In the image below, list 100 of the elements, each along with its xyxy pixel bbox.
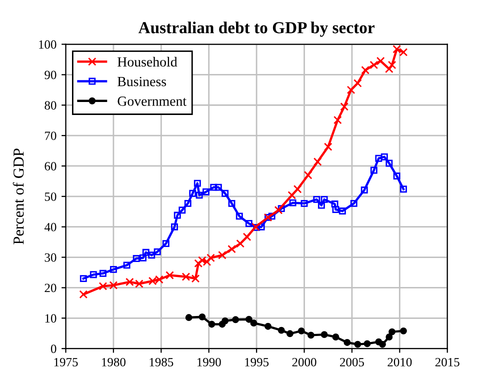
point bbox=[154, 248, 161, 256]
point bbox=[178, 206, 186, 214]
point bbox=[318, 202, 325, 209]
point bbox=[185, 314, 192, 321]
legend-label: Government bbox=[118, 96, 186, 106]
y-tick-label: 90 bbox=[44, 70, 56, 80]
point bbox=[132, 255, 140, 262]
point bbox=[174, 212, 181, 219]
x-tick-label: 2005 bbox=[340, 358, 364, 366]
point bbox=[293, 184, 302, 194]
x-tick-label: 1980 bbox=[102, 358, 126, 366]
y-tick-label: 50 bbox=[44, 192, 56, 201]
point bbox=[184, 200, 192, 207]
point bbox=[370, 60, 378, 70]
point bbox=[344, 339, 351, 346]
point bbox=[320, 331, 328, 338]
point bbox=[245, 316, 252, 323]
point bbox=[99, 270, 106, 277]
point bbox=[258, 223, 265, 230]
y-axis-title: Percent of GDP bbox=[12, 148, 24, 244]
point bbox=[109, 281, 118, 290]
point bbox=[400, 186, 407, 193]
point bbox=[222, 317, 229, 324]
point bbox=[286, 330, 294, 338]
point bbox=[331, 200, 338, 208]
point bbox=[385, 64, 394, 74]
point bbox=[360, 186, 368, 194]
point bbox=[214, 184, 222, 191]
point bbox=[278, 326, 285, 334]
point bbox=[245, 220, 252, 227]
point bbox=[171, 223, 178, 230]
y-tick-label: 10 bbox=[45, 314, 56, 323]
point bbox=[338, 208, 346, 214]
chart-title: Australian debt to GDP by sector bbox=[138, 22, 374, 37]
point bbox=[379, 340, 386, 348]
point bbox=[222, 190, 229, 197]
point bbox=[361, 66, 370, 74]
point bbox=[298, 327, 305, 334]
x-tick-label: 2000 bbox=[292, 358, 316, 366]
x-tick-label: 1995 bbox=[245, 358, 269, 366]
point bbox=[250, 320, 258, 326]
point bbox=[364, 340, 371, 348]
point bbox=[210, 184, 218, 191]
point bbox=[332, 334, 340, 340]
point bbox=[268, 212, 276, 220]
point bbox=[370, 166, 378, 174]
point bbox=[313, 158, 322, 166]
point bbox=[340, 102, 348, 111]
x-tick-label: 1985 bbox=[150, 358, 174, 366]
point bbox=[354, 79, 362, 88]
point bbox=[236, 212, 243, 220]
point bbox=[189, 190, 196, 197]
point bbox=[393, 172, 400, 180]
x-tick-label: 1990 bbox=[197, 358, 221, 366]
y-tick-label: 40 bbox=[44, 222, 56, 232]
point bbox=[80, 275, 87, 282]
point bbox=[324, 142, 332, 151]
y-tick-label: 60 bbox=[44, 162, 56, 170]
point bbox=[388, 328, 396, 336]
point bbox=[208, 320, 216, 328]
point bbox=[218, 250, 226, 260]
point bbox=[307, 332, 314, 339]
point bbox=[90, 271, 97, 278]
legend-label: Household bbox=[118, 56, 178, 67]
point bbox=[202, 188, 210, 196]
point bbox=[198, 313, 206, 320]
point bbox=[196, 192, 203, 199]
legend-label: Business bbox=[118, 76, 166, 86]
point bbox=[304, 170, 312, 180]
point bbox=[194, 180, 201, 187]
point bbox=[98, 282, 108, 290]
point bbox=[166, 271, 174, 280]
point bbox=[350, 200, 358, 207]
point bbox=[300, 200, 308, 207]
point bbox=[236, 239, 245, 248]
y-tick-label: 80 bbox=[44, 101, 56, 110]
x-tick-label: 2010 bbox=[388, 358, 412, 366]
point bbox=[110, 266, 117, 273]
x-tick-label: 2015 bbox=[435, 358, 460, 366]
point bbox=[232, 316, 240, 324]
x-tick-label: 1975 bbox=[54, 358, 78, 366]
point bbox=[354, 340, 362, 348]
point bbox=[400, 327, 407, 334]
point bbox=[278, 205, 285, 212]
point bbox=[228, 200, 236, 207]
y-tick-label: 70 bbox=[45, 132, 56, 140]
point bbox=[274, 206, 283, 214]
y-tick-label: 20 bbox=[44, 284, 56, 292]
point bbox=[142, 248, 150, 256]
point bbox=[148, 252, 156, 259]
point bbox=[332, 206, 340, 213]
point bbox=[376, 56, 385, 66]
point bbox=[288, 191, 296, 200]
point bbox=[162, 240, 170, 248]
point bbox=[375, 154, 382, 162]
y-tick-label: 30 bbox=[44, 253, 56, 262]
point bbox=[123, 262, 130, 269]
point bbox=[380, 153, 388, 160]
y-tick-label: 0 bbox=[50, 344, 56, 354]
point bbox=[79, 290, 88, 299]
